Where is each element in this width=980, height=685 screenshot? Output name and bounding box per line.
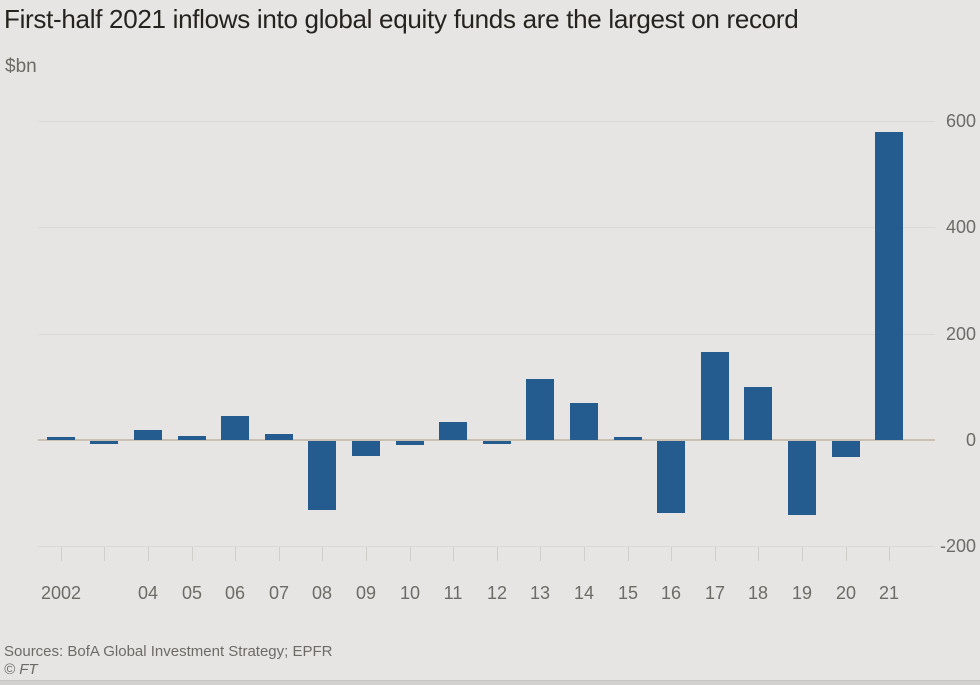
x-axis-tick bbox=[410, 547, 411, 561]
bar-2004 bbox=[134, 430, 162, 440]
ft-copyright: © FT bbox=[4, 661, 38, 678]
gridline-200 bbox=[38, 334, 935, 335]
y-axis-tick-label: -200 bbox=[939, 536, 976, 556]
x-axis-tick bbox=[322, 547, 323, 561]
x-axis-tick bbox=[235, 547, 236, 561]
bar-2012 bbox=[483, 441, 511, 444]
x-axis-tick-label: 04 bbox=[137, 583, 159, 603]
source-note: Sources: BofA Global Investment Strategy… bbox=[4, 643, 333, 660]
x-axis-tick-label: 20 bbox=[835, 583, 857, 603]
x-axis-tick-label: 12 bbox=[486, 583, 508, 603]
x-axis-tick-label: 07 bbox=[268, 583, 290, 603]
bar-2016 bbox=[657, 441, 685, 513]
bar-2015 bbox=[614, 437, 642, 440]
bar-2003 bbox=[90, 441, 118, 444]
bar-2008 bbox=[308, 441, 336, 510]
bar-2019 bbox=[788, 441, 816, 515]
x-axis-tick-label: 17 bbox=[704, 583, 726, 603]
x-axis-tick-label: 11 bbox=[443, 583, 463, 603]
x-axis-tick bbox=[61, 547, 62, 561]
x-axis-tick bbox=[671, 547, 672, 561]
x-axis-tick-label: 19 bbox=[791, 583, 813, 603]
bar-2010 bbox=[396, 441, 424, 445]
bar-2002 bbox=[47, 437, 75, 440]
x-axis-tick bbox=[889, 547, 890, 561]
x-axis-tick bbox=[802, 547, 803, 561]
x-axis-tick-label: 21 bbox=[878, 583, 900, 603]
x-axis-tick bbox=[846, 547, 847, 561]
bar-2020 bbox=[832, 441, 860, 457]
y-axis-tick-label: 400 bbox=[945, 217, 976, 237]
y-axis-tick-label: 600 bbox=[945, 111, 976, 131]
bar-2018 bbox=[744, 387, 772, 440]
x-axis-tick-label: 10 bbox=[399, 583, 421, 603]
x-axis-tick bbox=[148, 547, 149, 561]
gridline-600 bbox=[38, 121, 935, 122]
x-axis-tick-label: 16 bbox=[660, 583, 682, 603]
x-axis-tick bbox=[540, 547, 541, 561]
x-axis-tick-label: 05 bbox=[181, 583, 203, 603]
x-axis-tick bbox=[628, 547, 629, 561]
x-axis-tick-label: 08 bbox=[311, 583, 333, 603]
y-axis-tick-label: 0 bbox=[965, 430, 976, 450]
x-axis-tick-label: 09 bbox=[355, 583, 377, 603]
bar-2009 bbox=[352, 441, 380, 456]
x-axis-tick bbox=[279, 547, 280, 561]
bar-2007 bbox=[265, 434, 293, 440]
x-axis-tick-label: 18 bbox=[747, 583, 769, 603]
x-axis-tick bbox=[584, 547, 585, 561]
x-axis-tick-label: 14 bbox=[573, 583, 595, 603]
bar-2011 bbox=[439, 422, 467, 440]
x-axis-tick-label: 15 bbox=[617, 583, 639, 603]
bar-2006 bbox=[221, 416, 249, 440]
x-axis-tick bbox=[192, 547, 193, 561]
x-axis-tick bbox=[453, 547, 454, 561]
bar-2021 bbox=[875, 132, 903, 440]
bar-2013 bbox=[526, 379, 554, 440]
x-axis-tick bbox=[715, 547, 716, 561]
x-axis-tick bbox=[366, 547, 367, 561]
y-axis-tick-label: 200 bbox=[945, 324, 976, 344]
x-axis-tick-label: 2002 bbox=[40, 583, 82, 603]
x-axis-tick bbox=[104, 547, 105, 561]
zero-axis-line bbox=[38, 439, 935, 441]
chart-title: First-half 2021 inflows into global equi… bbox=[4, 4, 799, 34]
unit-label: $bn bbox=[5, 56, 37, 77]
bar-2005 bbox=[178, 436, 206, 440]
bottom-strip bbox=[0, 680, 980, 685]
x-axis-tick bbox=[758, 547, 759, 561]
x-axis-tick-label: 13 bbox=[529, 583, 551, 603]
bar-2017 bbox=[701, 352, 729, 440]
x-axis-tick bbox=[497, 547, 498, 561]
gridline--200 bbox=[38, 546, 935, 547]
gridline-400 bbox=[38, 227, 935, 228]
x-axis-tick-label: 06 bbox=[224, 583, 246, 603]
bar-2014 bbox=[570, 403, 598, 440]
